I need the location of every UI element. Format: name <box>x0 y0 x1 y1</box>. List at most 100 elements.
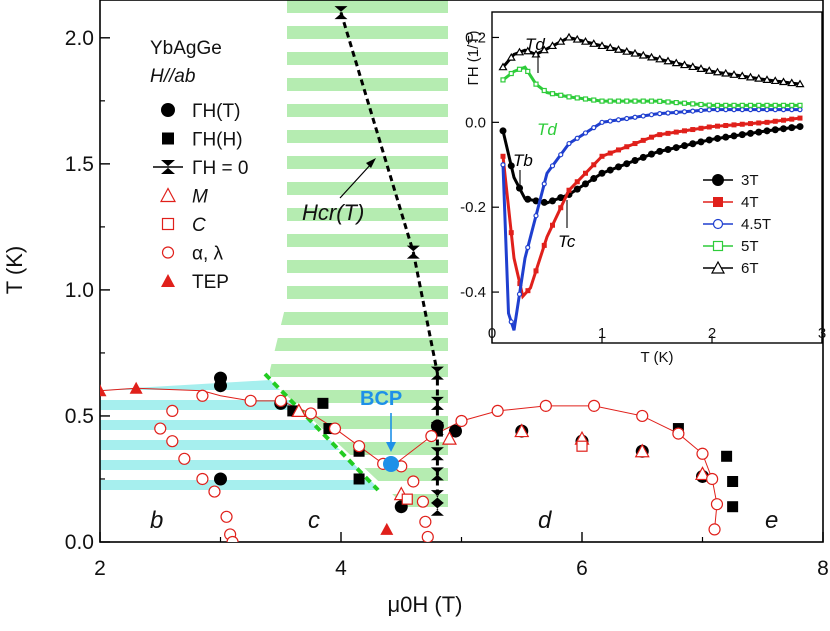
inset-data-point <box>706 124 712 130</box>
inset-data-point <box>730 132 738 140</box>
cyan-stripe <box>100 440 380 450</box>
inset-data-point <box>764 119 770 125</box>
data-point <box>406 245 420 259</box>
data-point <box>706 472 719 486</box>
inset-x-tick-label: 0 <box>488 325 496 342</box>
inset-data-point <box>532 197 540 205</box>
green-stripe <box>270 26 448 39</box>
data-point <box>129 381 143 394</box>
inset-data-point <box>723 107 729 113</box>
data-point <box>220 510 233 523</box>
inset-data-point <box>756 102 762 108</box>
inset-data-point <box>747 107 754 113</box>
data-point <box>214 472 227 486</box>
green-stripe <box>270 312 448 325</box>
inset-data-point <box>514 47 525 56</box>
bcp-label: BCP <box>360 388 402 410</box>
hcr-arrow <box>339 162 373 199</box>
inset-data-point <box>507 162 515 170</box>
data-point <box>416 495 430 508</box>
inset-data-point <box>731 122 737 128</box>
inset-data-point <box>574 179 580 185</box>
green-dashed-line <box>263 372 380 492</box>
data-point <box>178 452 191 465</box>
cyan-stripe-region <box>100 380 380 490</box>
legend-label: TEP <box>192 272 229 293</box>
inset-legend-label: 4T <box>741 194 759 211</box>
main-x-axis-title: μ0H (T) <box>387 592 462 617</box>
inset-data-point <box>539 45 549 54</box>
data-point <box>710 498 724 511</box>
inset-data-point <box>738 131 746 139</box>
inset-frame <box>491 11 823 344</box>
inset-data-point <box>681 109 688 115</box>
inset-data-point <box>547 41 558 50</box>
inset-data-point <box>656 147 664 155</box>
inset-data-point <box>682 128 687 134</box>
legend-marker <box>161 103 175 117</box>
legend-label: ΓH = 0 <box>192 158 248 179</box>
inset-data-point <box>697 138 705 146</box>
inset-data-point <box>690 127 696 133</box>
inset-legend-marker <box>712 240 724 252</box>
main-y-axis: 0.0 0.5 1.0 1.5 2.0 <box>65 27 110 554</box>
inset-data-point <box>590 175 598 183</box>
inset-data-point <box>778 77 789 86</box>
inset-data-point <box>706 102 712 108</box>
inset-data-point <box>557 194 565 202</box>
inset-data-point <box>631 157 639 165</box>
data-point <box>317 397 329 409</box>
inset-data-point <box>550 222 555 228</box>
inset-data-point <box>580 37 591 45</box>
inset-data-point <box>723 102 729 108</box>
inset-data-point <box>624 98 630 104</box>
data-point <box>696 447 709 460</box>
inset-data-point <box>607 118 613 124</box>
main-y-tick-label: 0.5 <box>65 405 94 428</box>
data-point <box>352 440 366 453</box>
green-stripe <box>270 364 448 377</box>
green-stripe <box>270 182 448 195</box>
inset-data-point <box>566 140 572 147</box>
inset-data-point <box>723 123 729 129</box>
inset-data-point <box>525 288 531 294</box>
inset-data-point <box>556 37 566 45</box>
data-point <box>287 405 299 417</box>
inset-data-point <box>756 107 762 113</box>
inset-data-point <box>748 121 753 127</box>
inset-data-point <box>523 46 533 55</box>
inset-data-point <box>606 166 614 174</box>
inset-data-point <box>525 244 531 251</box>
inset-data-point <box>613 45 624 53</box>
inset-annotations: Td Td Tb Tc <box>513 35 576 251</box>
inset-data-point <box>574 135 580 141</box>
green-stripe <box>270 338 448 351</box>
data-point <box>430 366 444 380</box>
inset-data-point <box>640 113 646 119</box>
cyan-stripe <box>100 420 380 430</box>
inset-data-point <box>665 130 671 136</box>
inset-data-point <box>558 205 564 211</box>
inset-data-point <box>698 107 704 114</box>
inset-data-point <box>698 101 704 108</box>
inset-data-point <box>572 34 582 43</box>
inset-data-point <box>671 58 681 67</box>
inset-data-point <box>657 98 663 104</box>
data-point <box>214 379 227 393</box>
legend-marker <box>161 246 175 259</box>
inset-data-point <box>756 120 762 126</box>
data-point <box>430 502 444 516</box>
inset-data-point <box>714 134 721 142</box>
inset-data-point <box>698 125 704 131</box>
inset-data-point <box>649 134 654 140</box>
inset-data-point <box>745 72 756 81</box>
inset-data-point <box>796 123 804 131</box>
inset-data-point <box>648 112 655 118</box>
inset-data-point <box>632 98 638 104</box>
inset-data-point <box>630 48 640 57</box>
inset-data-point <box>688 62 698 71</box>
data-point <box>334 6 348 20</box>
inset-data-point <box>672 144 680 152</box>
data-point <box>196 389 209 402</box>
inset-data-point <box>499 127 507 135</box>
